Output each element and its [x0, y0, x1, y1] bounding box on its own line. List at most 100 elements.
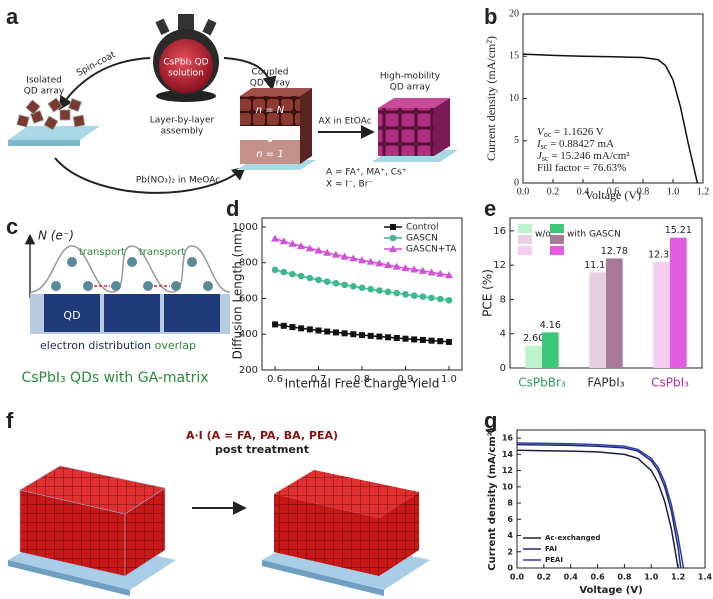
y-tick-label: 16	[493, 226, 506, 237]
marker	[297, 242, 306, 250]
panel-label: c	[6, 214, 18, 239]
label: QD array	[250, 79, 291, 89]
electron	[111, 281, 121, 291]
value-label: 4.16	[540, 320, 561, 331]
label: Layer-by-layer	[150, 116, 215, 126]
marker	[279, 237, 288, 245]
x-tick-label: 0.2	[547, 186, 560, 197]
x-tick-label: 0.2	[537, 573, 551, 582]
x-tick-label: FAPbI₃	[587, 376, 624, 390]
qd-block-top	[274, 470, 419, 518]
x-axis-label: Internal Free Charge Yield	[285, 377, 440, 391]
dot	[268, 128, 272, 132]
x-tick-label: 1.2	[697, 186, 710, 197]
flask-stand	[156, 90, 216, 102]
marker	[332, 329, 339, 336]
x-tick-label: 1.4	[698, 573, 713, 582]
marker	[358, 284, 366, 292]
marker	[445, 338, 452, 345]
chart: 0 2 4 6 8 10 12 14 16 0.0 0.2 0.4 0.6 0.8 1.0 1.2 1.4 Vol…	[487, 427, 713, 596]
x-tick-label: CsPbI₃	[651, 376, 689, 390]
annotation: Jsc = 15.246 mA/cm²	[537, 150, 630, 163]
y-tick-label: 0	[507, 564, 513, 573]
qd-block	[378, 108, 434, 156]
legend-label: PEAI	[545, 556, 563, 564]
electron	[67, 257, 77, 267]
annotation: Voc = 1.1626 V	[537, 126, 604, 139]
x-tick-label: 0.6	[590, 573, 605, 582]
marker	[359, 332, 365, 339]
annotation-symbol: J	[537, 150, 543, 162]
x-tick-label: 0.6	[607, 186, 620, 197]
panel-label: f	[6, 408, 14, 433]
x-tick-label: 0.4	[564, 573, 579, 582]
marker	[428, 294, 435, 302]
electron	[127, 257, 137, 267]
annotation-text: Fill factor = 76.63%	[537, 162, 626, 174]
marker	[341, 330, 348, 337]
transport-label: transport	[79, 247, 125, 258]
marker	[305, 244, 314, 252]
y-tick-label: 0	[500, 363, 506, 374]
x-tick-label: 1.2	[671, 573, 685, 582]
legend-label: GASCN+TA	[406, 245, 457, 255]
substrate	[262, 560, 384, 596]
marker	[324, 328, 331, 335]
step-label: Pb(NO₃)₂ in MeOAc	[136, 176, 220, 186]
value-label: 12.36	[648, 250, 675, 261]
marker	[445, 296, 453, 304]
annotation-symbol: V	[537, 126, 545, 138]
step-label: AX in EtOAc	[318, 117, 371, 127]
y-tick-label: 4	[507, 531, 513, 540]
value-label: 15.21	[665, 225, 692, 236]
bar	[670, 237, 687, 368]
qd-block	[44, 294, 100, 332]
marker	[315, 276, 322, 284]
x-tick-label: 0.0	[510, 573, 525, 582]
legend-swatch	[550, 235, 564, 244]
legend-swatch	[518, 224, 532, 233]
chart: 0 5 10 15 20 0.0 0.2 0.4 0.6 0.8 1.0 1.2 Voltage (V)…	[484, 8, 710, 201]
label: electron distribution overlap	[40, 339, 196, 352]
marker	[323, 248, 332, 256]
data-line	[516, 443, 682, 569]
annotation-text: = 1.1626 V	[551, 126, 604, 138]
marker	[323, 278, 331, 285]
x-tick-label: 0.8	[617, 573, 632, 582]
marker	[402, 335, 409, 342]
marker	[402, 291, 409, 298]
marker	[384, 261, 393, 269]
legend-swatch	[518, 235, 532, 244]
y-axis-label: Diffusion Length (nm)	[231, 229, 245, 360]
qd-layer	[240, 140, 300, 164]
marker	[393, 334, 400, 341]
x-tick-label: 0.0	[517, 186, 530, 197]
marker	[280, 268, 288, 276]
legend-swatch	[550, 224, 564, 233]
legend-label: w/o	[535, 230, 551, 240]
marker	[366, 257, 375, 265]
chart: 0 4 8 12 16 PCE (%) CsPbBr₃ 2.60 4.16 FAPbI₃ 11.16…	[481, 217, 703, 390]
marker	[390, 224, 396, 230]
y-tick-label: 6	[507, 515, 513, 524]
marker	[341, 281, 348, 289]
x-tick-label: 0.8	[354, 374, 370, 385]
qd-block-front	[274, 494, 379, 576]
panel-label: a	[6, 4, 19, 29]
qd-block-top	[19, 465, 166, 515]
panel-label: g	[484, 408, 497, 433]
qd-label: QD	[63, 309, 80, 322]
distribution-curve	[29, 245, 231, 293]
plot-frame	[516, 429, 706, 569]
marker	[350, 331, 357, 338]
qd-layer	[240, 96, 300, 126]
annotation: Isc = 0.88427 mA	[536, 138, 614, 151]
y-tick-label: 5	[514, 135, 519, 146]
flask-label: CsPbI₃ QD	[163, 58, 208, 68]
bar	[542, 332, 559, 368]
label: assembly	[161, 127, 204, 137]
note: X = I⁻, Br⁻	[326, 180, 373, 190]
marker	[349, 254, 358, 262]
qd-block	[164, 294, 220, 332]
substrate	[8, 560, 130, 596]
